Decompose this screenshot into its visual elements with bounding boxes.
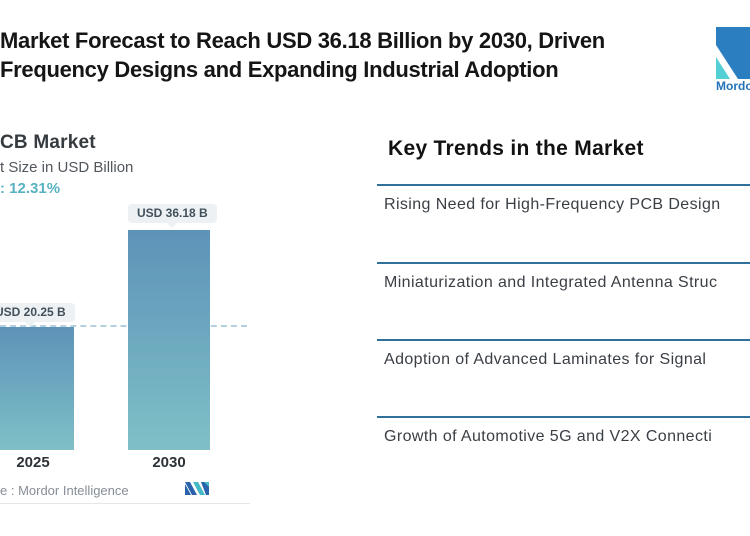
bar-2025	[0, 327, 74, 450]
trend-item-4: Growth of Automotive 5G and V2X Connecti	[377, 416, 750, 446]
bar-2030	[128, 230, 210, 450]
page-title-line1: Market Forecast to Reach USD 36.18 Billi…	[0, 28, 605, 53]
trends-heading: Key Trends in the Market	[388, 137, 644, 160]
chart-bottom-divider	[0, 503, 250, 504]
chart-source-text: e : Mordor Intelligence	[0, 483, 129, 498]
page-title: Market Forecast to Reach USD 36.18 Billi…	[0, 26, 700, 84]
mordor-logo-small-icon	[185, 480, 209, 502]
page-title-line2: Frequency Designs and Expanding Industri…	[0, 57, 559, 82]
chart-subtitle: t Size in USD Billion	[0, 159, 134, 176]
x-axis-label-2030: 2030	[152, 454, 186, 471]
brand-name: Mordo	[716, 79, 750, 93]
mordor-logo-icon	[716, 27, 750, 84]
chart-cagr-value: : 12.31%	[0, 180, 61, 197]
trend-item-3: Adoption of Advanced Laminates for Signa…	[377, 339, 750, 369]
reference-dashline	[0, 325, 247, 327]
trend-item-2: Miniaturization and Integrated Antenna S…	[377, 262, 750, 292]
x-axis-label-2025: 2025	[16, 454, 50, 471]
trend-item-1: Rising Need for High-Frequency PCB Desig…	[377, 184, 750, 214]
value-label-2025: USD 20.25 B	[0, 303, 75, 327]
chart-title: CB Market	[0, 132, 96, 153]
value-label-2030: USD 36.18 B	[128, 204, 217, 228]
